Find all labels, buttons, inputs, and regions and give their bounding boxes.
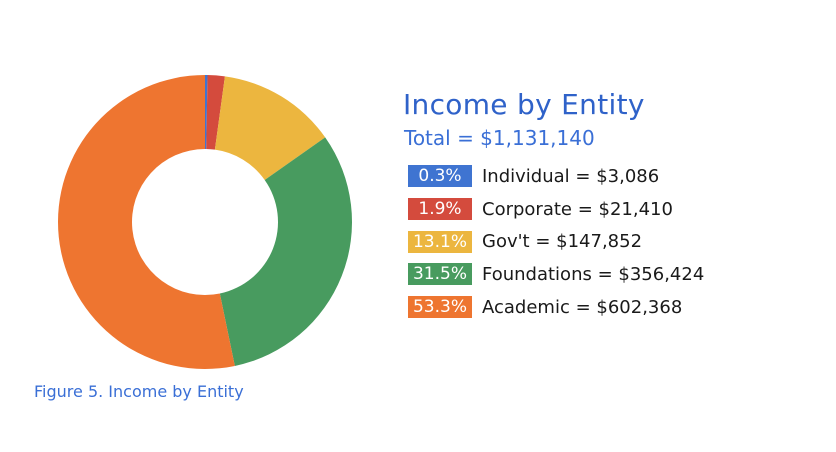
- legend-item-individual: 0.3% Individual = $3,086: [408, 160, 704, 193]
- legend-badge: 13.1%: [408, 230, 472, 253]
- legend-label: Gov't = $147,852: [482, 231, 643, 253]
- legend-label: Corporate = $21,410: [482, 198, 673, 220]
- legend-label: Individual = $3,086: [482, 165, 660, 187]
- figure-caption: Figure 5. Income by Entity: [34, 382, 244, 401]
- legend-item-govt: 13.1% Gov't = $147,852: [408, 225, 704, 258]
- legend-badge: 1.9%: [408, 198, 472, 221]
- legend-item-foundations: 31.5% Foundations = $356,424: [408, 258, 704, 291]
- legend-badge: 31.5%: [408, 263, 472, 286]
- chart-title: Income by Entity: [403, 88, 645, 121]
- donut-chart: [58, 75, 353, 369]
- donut-slice-individual: [205, 75, 208, 150]
- legend-label: Foundations = $356,424: [482, 263, 705, 285]
- donut-slice-foundations: [219, 137, 353, 366]
- legend-item-academic: 53.3% Academic = $602,368: [408, 291, 704, 324]
- donut-slice-academic: [58, 75, 235, 369]
- legend-item-corporate: 1.9% Corporate = $21,410: [408, 193, 704, 226]
- donut-slice-govt: [214, 76, 326, 180]
- donut-slice-corporate: [206, 75, 225, 150]
- legend: 0.3% Individual = $3,086 1.9% Corporate …: [408, 160, 704, 323]
- legend-badge: 0.3%: [408, 165, 472, 188]
- legend-badge: 53.3%: [408, 296, 472, 319]
- chart-total: Total = $1,131,140: [404, 126, 595, 150]
- legend-label: Academic = $602,368: [482, 296, 683, 318]
